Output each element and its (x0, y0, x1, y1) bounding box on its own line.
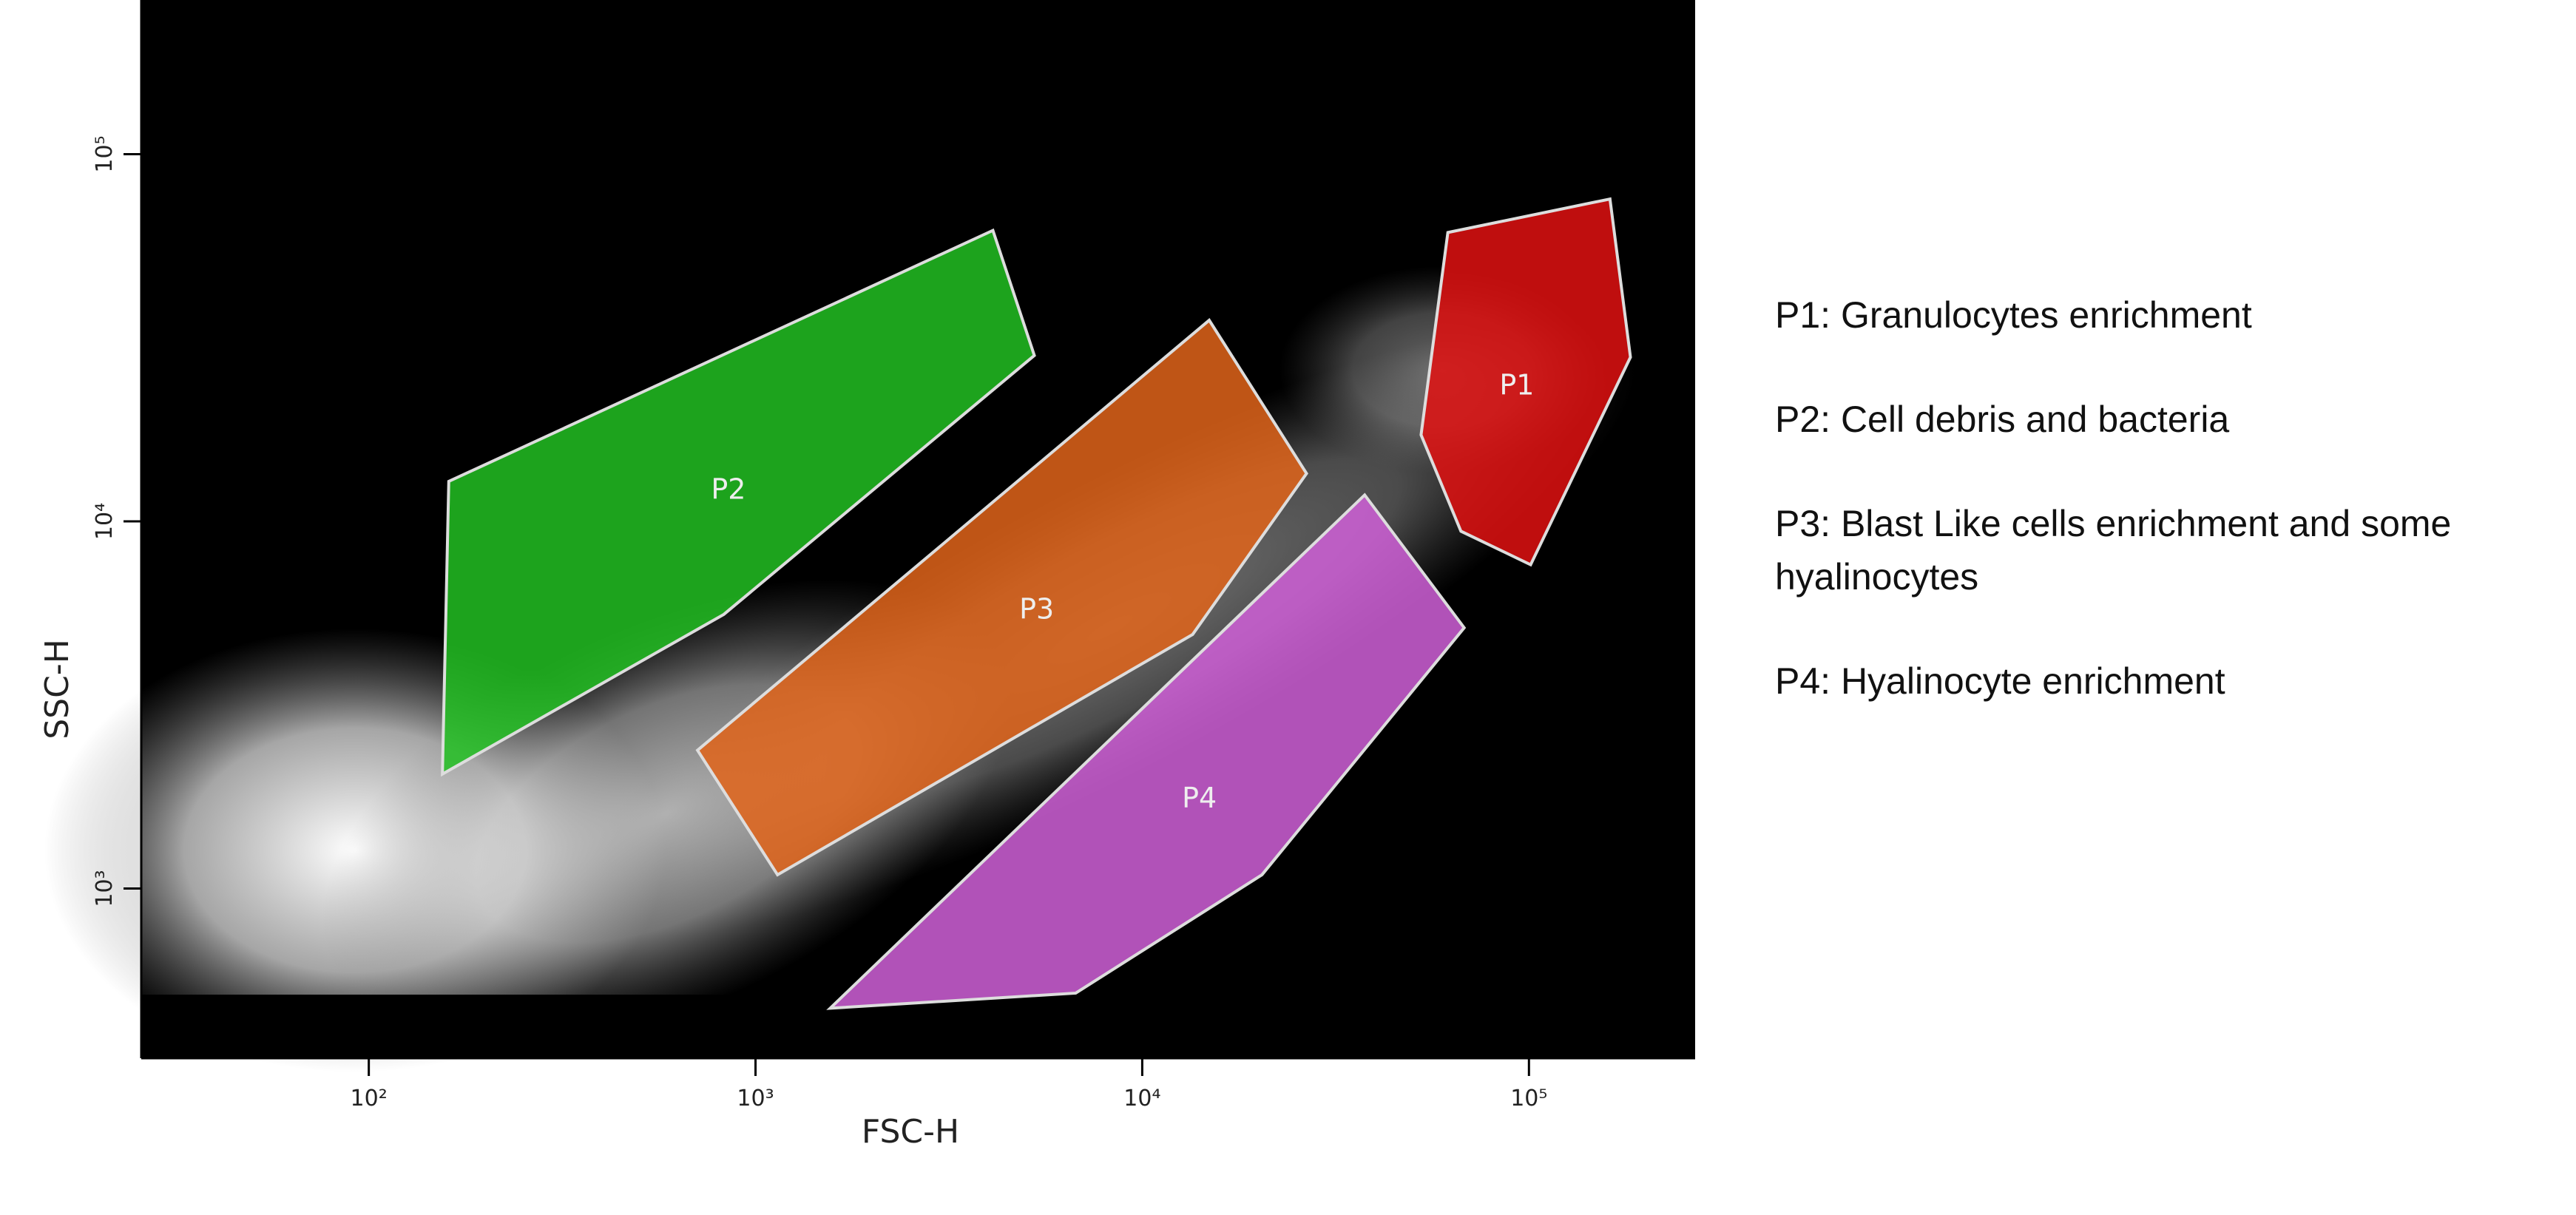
gate-notes: P1: Granulocytes enrichment P2: Cell debr… (1775, 288, 2500, 759)
y-axis-label: SSC-H (38, 639, 76, 740)
gate-note: P2: Cell debris and bacteria (1775, 399, 2230, 440)
chart: FSC-H SSC-H 10²10³10⁴10⁵10³10⁴10⁵P1#e010… (38, 0, 1695, 1151)
gate-note: P3: Blast Like cells enrichment and some… (1775, 503, 2452, 598)
gate-fill (697, 320, 1307, 875)
x-axis-label: FSC-H (862, 1113, 959, 1151)
gate-label: P4 (1182, 782, 1217, 814)
baseline-band (141, 995, 1695, 1058)
gate-label: P2 (711, 473, 746, 506)
gate-outline (1419, 197, 1632, 567)
y-tick-label: 10⁵ (92, 135, 118, 172)
x-tick-label: 10⁴ (1123, 1086, 1160, 1111)
x-tick-label: 10² (351, 1086, 388, 1111)
gate-label: P3 (1019, 592, 1054, 625)
gate-note: P4: Hyalinocyte enrichment (1775, 660, 2225, 702)
gate-outline (826, 493, 1467, 1010)
gate-fill (830, 495, 1464, 1009)
gate-fill (442, 230, 1035, 774)
gate-label: P1 (1499, 368, 1534, 401)
x-tick-label: 10³ (737, 1086, 774, 1111)
y-tick-label: 10⁴ (92, 503, 118, 540)
y-tick-label: 10³ (92, 870, 118, 907)
gate-fill (1421, 199, 1631, 565)
x-tick-label: 10⁵ (1510, 1086, 1547, 1111)
gate-outline (441, 228, 1036, 777)
gate-outline (695, 318, 1308, 877)
gate-note: P1: Granulocytes enrichment (1775, 294, 2252, 336)
